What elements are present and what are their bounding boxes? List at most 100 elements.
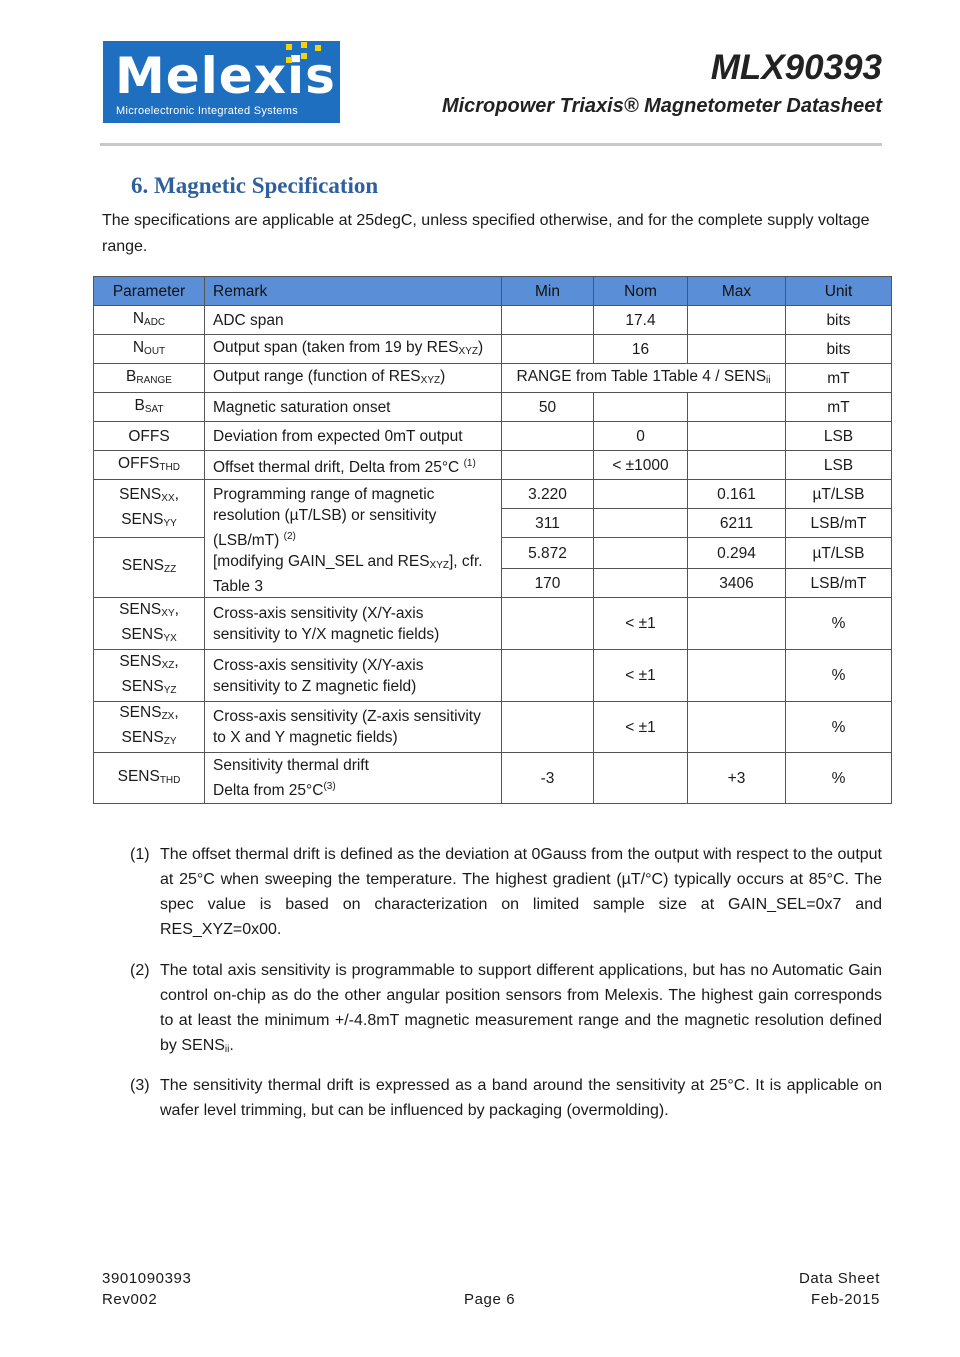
- parameter-cell: SENSXX, SENSYY: [93, 479, 205, 538]
- column-header-unit: Unit: [785, 276, 892, 306]
- cell-text: ): [478, 338, 484, 356]
- cell-text: ,: [174, 600, 179, 618]
- footnote-body: The sensitivity thermal drift is express…: [160, 1077, 882, 1119]
- cell-text: N: [132, 309, 145, 327]
- range-cell: RANGE from Table 1Table 4 / SENSii: [501, 363, 786, 393]
- table-row: SENSZZ 5.872 0.294 µT/LSB: [93, 537, 892, 598]
- supscript-text: (3): [323, 781, 336, 792]
- parameter-cell: NADC: [93, 305, 205, 335]
- value-cell: [593, 752, 688, 804]
- cell-text: SENS: [119, 704, 162, 721]
- value-cell: < ±1000: [593, 450, 688, 480]
- logo-tagline: Microelectronic Integrated Systems: [116, 105, 298, 117]
- remark-cell: Output range (function of RESXYZ): [204, 363, 502, 393]
- cell-text: B: [126, 367, 137, 385]
- cell-text: SENS: [117, 767, 160, 785]
- value-cell: LSB/mT: [785, 508, 892, 538]
- cell-text: Cross-axis sensitivity (Z-axis sensitivi…: [213, 708, 481, 746]
- cell-text: ], cfr. Table 3: [213, 553, 483, 595]
- subscript-text: ii: [766, 374, 771, 386]
- logo-dot: [301, 53, 307, 59]
- revision: Rev002: [102, 1291, 158, 1308]
- document-title: MLX90393: [710, 48, 882, 87]
- cell-text: ,: [174, 704, 179, 721]
- value-cell: 5.872: [501, 537, 594, 569]
- value-cell: [687, 421, 786, 451]
- value-cell: [687, 334, 786, 364]
- cell-text: Deviation from expected 0mT output: [213, 427, 463, 445]
- value-cell: LSB: [785, 450, 892, 480]
- cell-text: [modifying GAIN_SEL and RES: [213, 553, 430, 570]
- value-cell: 3406: [687, 568, 786, 598]
- cell-text: SENS: [121, 510, 164, 528]
- cell-text: N: [132, 338, 145, 356]
- value-cell: [501, 649, 594, 702]
- logo-dot: [315, 45, 321, 51]
- value-cell: [593, 568, 688, 598]
- table-row: OFFS Deviation from expected 0mT output 0 L…: [93, 421, 892, 451]
- subscript-text: OUT: [144, 345, 166, 357]
- page-number: Page 6: [464, 1291, 516, 1308]
- column-header-min: Min: [501, 276, 594, 306]
- parameter-cell: SENSXZ, SENSYZ: [93, 649, 205, 702]
- cell-text: ADC span: [213, 311, 284, 329]
- value-cell: [593, 392, 688, 422]
- value-cell: [501, 305, 594, 335]
- table-row: NADC ADC span 17.4 bits: [93, 305, 892, 335]
- value-cell: [687, 597, 786, 650]
- parameter-cell: NOUT: [93, 334, 205, 364]
- subscript-text: RANGE: [136, 374, 172, 386]
- cell-text: RANGE from Table 1Table 4 / SENS: [516, 367, 767, 385]
- value-cell: < ±1: [593, 597, 688, 650]
- parameter-cell: SENSZX, SENSZY: [93, 701, 205, 753]
- subscript-text: THD: [159, 774, 181, 786]
- value-cell: LSB/mT: [785, 568, 892, 598]
- remark-cell: ADC span: [204, 305, 502, 335]
- subscript-text: ZZ: [164, 564, 177, 575]
- table-row: OFFSTHD Offset thermal drift, Delta from …: [93, 450, 892, 480]
- footer-right: Data Sheet Feb-2015: [799, 1268, 880, 1310]
- value-cell: [501, 421, 594, 451]
- value-cell: %: [785, 597, 892, 650]
- value-cell: 16: [593, 334, 688, 364]
- value-cell: [687, 392, 786, 422]
- parameter-cell: BRANGE: [93, 363, 205, 393]
- table-row: BRANGE Output range (function of RESXYZ) R…: [93, 363, 892, 393]
- parameter-cell: BSAT: [93, 392, 205, 422]
- footnote-body: The offset thermal drift is defined as t…: [160, 846, 882, 938]
- footnote: (2) The total axis sensitivity is program…: [130, 958, 882, 1062]
- value-cell: 311: [501, 508, 594, 538]
- subscript-text: XX: [161, 492, 175, 504]
- value-cell: 50: [501, 392, 594, 422]
- supscript-text: (2): [283, 531, 296, 542]
- footnote-body: The total axis sensitivity is programmab…: [160, 962, 882, 1054]
- cell-text: B: [134, 396, 145, 414]
- value-cell: %: [785, 752, 892, 804]
- cell-text: OFFS: [118, 454, 160, 472]
- table-row: NOUT Output span (taken from 19 by RESXYZ…: [93, 334, 892, 364]
- value-cell: %: [785, 649, 892, 702]
- value-cell: mT: [785, 392, 892, 422]
- subscript-text: YY: [163, 517, 177, 529]
- footnote-number: (1): [130, 846, 150, 863]
- column-header-max: Max: [687, 276, 786, 306]
- footer-left: 3901090393 Rev002: [102, 1268, 191, 1310]
- section-title: 6. Magnetic Specification: [131, 173, 379, 198]
- cell-text: SENS: [119, 485, 162, 503]
- value-cell: [593, 479, 688, 509]
- footnote-text: The sensitivity thermal drift is express…: [160, 1073, 882, 1123]
- parameter-cell: SENSZZ: [93, 537, 205, 598]
- footnote-tail: .: [229, 1037, 234, 1054]
- value-cell: [501, 597, 594, 650]
- subscript-text: XY: [161, 607, 175, 619]
- subscript-text: XZ: [161, 659, 175, 671]
- remark-cell: Cross-axis sensitivity (Z-axis sensitivi…: [204, 701, 502, 753]
- footnote-text: The total axis sensitivity is programmab…: [160, 958, 882, 1062]
- value-cell: [501, 334, 594, 364]
- logo-word: Melexis: [115, 47, 336, 105]
- parameter-cell: OFFS: [93, 421, 205, 451]
- footnote: (3) The sensitivity thermal drift is expr…: [130, 1073, 882, 1123]
- value-cell: [687, 701, 786, 753]
- value-cell: µT/LSB: [785, 479, 892, 509]
- cell-text: ,: [174, 485, 179, 503]
